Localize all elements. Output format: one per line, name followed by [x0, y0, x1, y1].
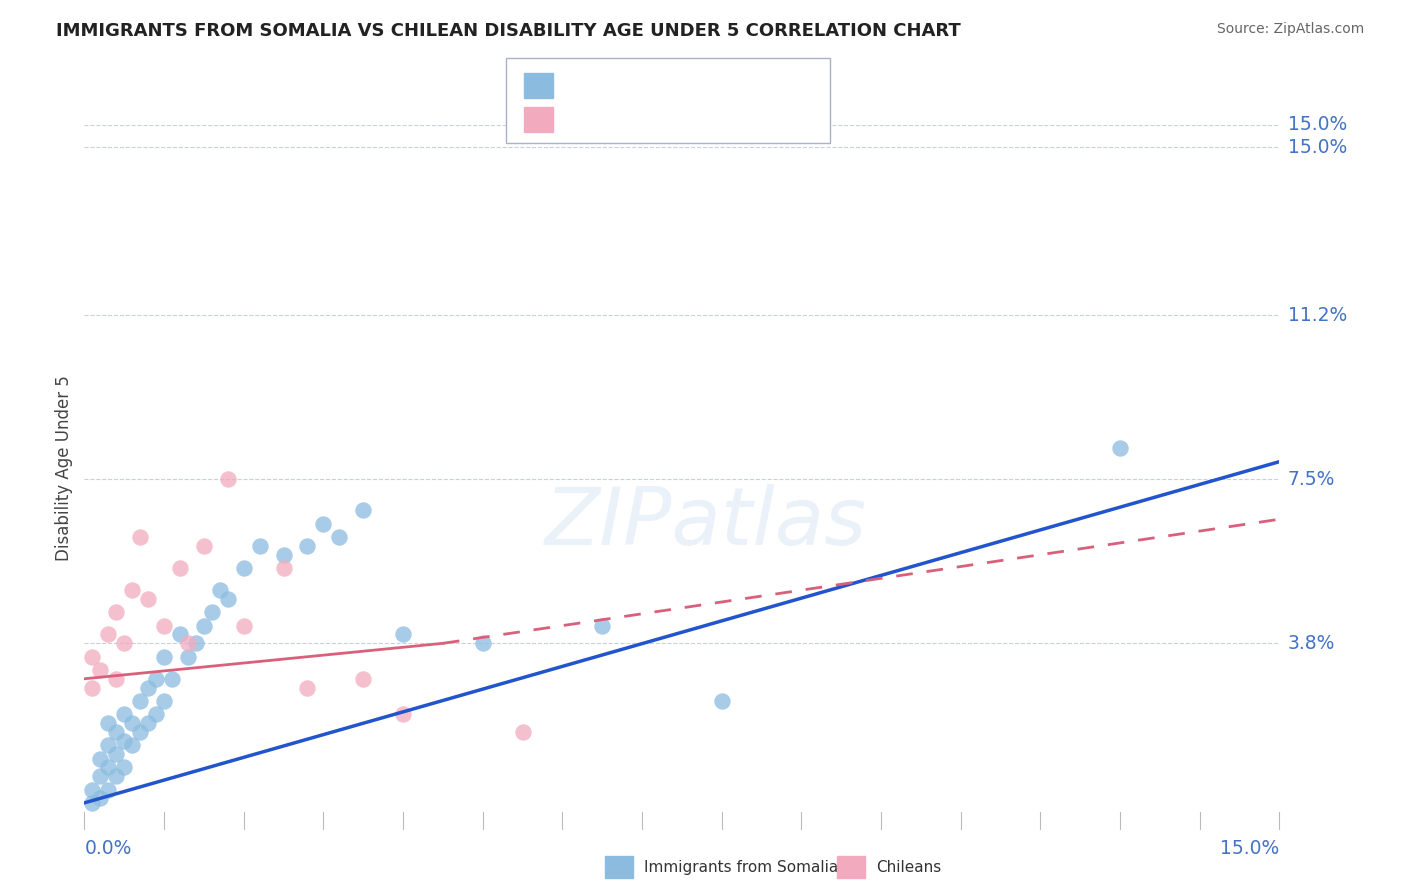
Point: [105, 769, 128, 783]
Point: [201, 605, 224, 619]
Point: [153, 618, 176, 632]
Text: 21: 21: [702, 111, 724, 128]
Point: [328, 530, 350, 544]
Text: 45: 45: [702, 76, 724, 95]
Point: [193, 539, 215, 553]
Point: [82, 782, 104, 797]
Point: [129, 725, 152, 739]
Text: IMMIGRANTS FROM SOMALIA VS CHILEAN DISABILITY AGE UNDER 5 CORRELATION CHART: IMMIGRANTS FROM SOMALIA VS CHILEAN DISAB…: [56, 22, 960, 40]
Text: ZIPatlas: ZIPatlas: [544, 484, 868, 562]
Point: [82, 796, 104, 810]
Point: [232, 561, 254, 575]
Point: [105, 672, 128, 686]
Point: [112, 636, 135, 650]
Y-axis label: Disability Age Under 5: Disability Age Under 5: [55, 376, 73, 561]
Point: [136, 592, 159, 607]
Text: 15.0%: 15.0%: [1288, 115, 1347, 135]
Point: [145, 707, 167, 722]
Point: [153, 694, 176, 708]
Text: 11.2%: 11.2%: [1288, 306, 1347, 325]
Point: [105, 725, 128, 739]
Point: [89, 791, 111, 805]
Point: [97, 627, 120, 641]
Point: [129, 530, 152, 544]
Text: R =: R =: [561, 76, 598, 95]
Text: Source: ZipAtlas.com: Source: ZipAtlas.com: [1216, 22, 1364, 37]
Text: Chileans: Chileans: [876, 860, 941, 874]
Point: [208, 583, 231, 598]
Point: [392, 707, 415, 722]
Point: [591, 618, 613, 632]
Point: [471, 636, 494, 650]
Point: [153, 649, 176, 664]
Point: [169, 627, 191, 641]
Point: [105, 747, 128, 761]
Point: [105, 605, 128, 619]
Point: [112, 760, 135, 774]
Point: [97, 782, 120, 797]
Point: [82, 681, 104, 695]
Point: [129, 694, 152, 708]
Text: 3.8%: 3.8%: [1288, 634, 1336, 653]
Point: [169, 561, 191, 575]
Point: [217, 472, 239, 486]
Text: 0.0%: 0.0%: [84, 839, 132, 858]
Text: 15.0%: 15.0%: [1220, 839, 1279, 858]
Text: N =: N =: [651, 76, 699, 95]
Text: 0.125: 0.125: [602, 111, 654, 128]
Point: [217, 592, 239, 607]
Point: [177, 649, 200, 664]
Point: [112, 734, 135, 748]
Text: 15.0%: 15.0%: [1288, 137, 1347, 156]
Point: [112, 707, 135, 722]
Point: [184, 636, 207, 650]
Point: [392, 627, 415, 641]
Point: [97, 760, 120, 774]
Point: [177, 636, 200, 650]
Point: [273, 561, 295, 575]
Point: [121, 738, 143, 752]
Point: [297, 539, 319, 553]
Point: [160, 672, 183, 686]
Point: [232, 618, 254, 632]
Point: [1109, 442, 1132, 456]
Point: [352, 503, 374, 517]
Text: R =: R =: [561, 111, 598, 128]
Point: [352, 672, 374, 686]
Point: [121, 583, 143, 598]
Text: 7.5%: 7.5%: [1288, 470, 1336, 489]
Point: [273, 548, 295, 562]
Point: [97, 738, 120, 752]
Point: [297, 681, 319, 695]
Point: [249, 539, 271, 553]
Text: N =: N =: [651, 111, 699, 128]
Point: [512, 725, 534, 739]
Point: [89, 769, 111, 783]
Point: [710, 694, 733, 708]
Point: [145, 672, 167, 686]
Point: [82, 649, 104, 664]
Point: [97, 716, 120, 731]
Point: [193, 618, 215, 632]
Point: [312, 516, 335, 531]
Point: [136, 681, 159, 695]
Text: 0.612: 0.612: [602, 76, 654, 95]
Text: Immigrants from Somalia: Immigrants from Somalia: [644, 860, 838, 874]
Point: [136, 716, 159, 731]
Point: [89, 663, 111, 677]
Point: [121, 716, 143, 731]
Point: [89, 751, 111, 765]
